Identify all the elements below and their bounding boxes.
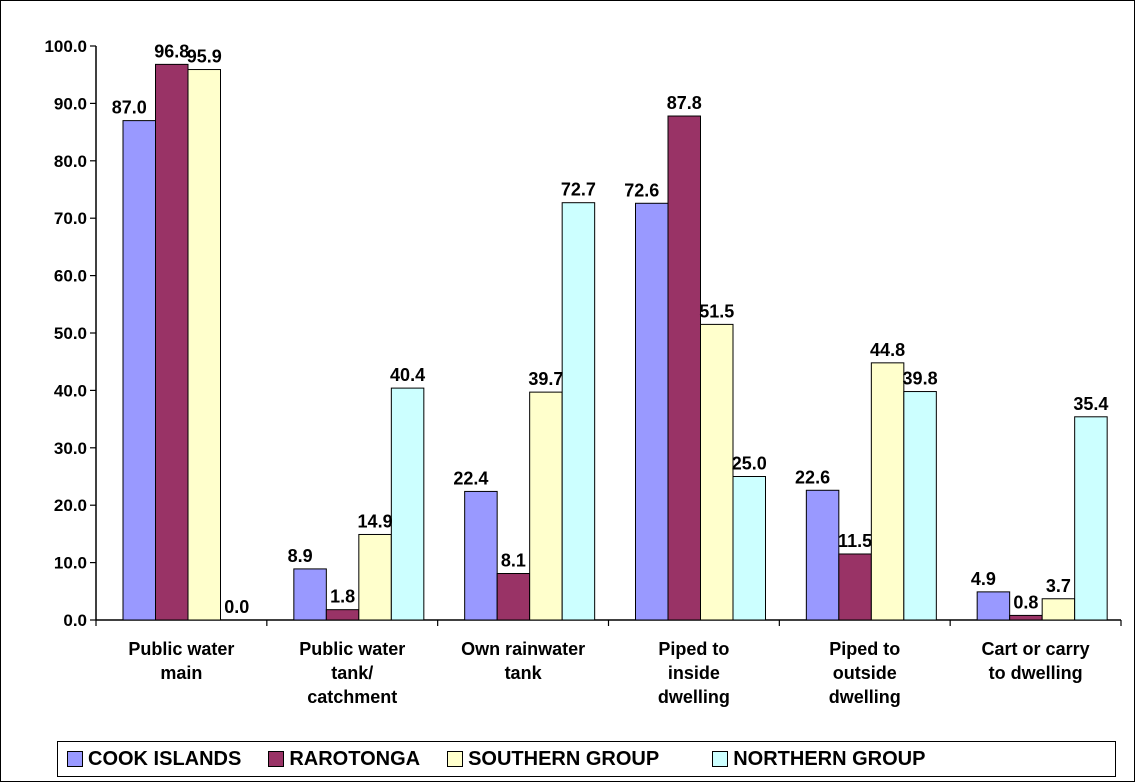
bar bbox=[732, 476, 766, 621]
legend-item: RAROTONGA bbox=[268, 748, 420, 771]
data-label: 35.4 bbox=[1073, 394, 1108, 414]
legend-label: SOUTHERN GROUP bbox=[468, 747, 660, 770]
data-label: 25.0 bbox=[732, 454, 767, 474]
y-tick-label: 20.0 bbox=[54, 496, 87, 515]
data-label: 0.0 bbox=[224, 597, 249, 617]
data-label: 87.0 bbox=[112, 98, 147, 118]
bar bbox=[1009, 614, 1043, 621]
bar bbox=[903, 391, 937, 621]
y-tick-label: 100.0 bbox=[44, 37, 87, 56]
bar-chart: 0.0 10.0 20.0 30.0 40.0 50.0 60.0 70.0 80.0 90.0 1… bbox=[44, 37, 1122, 707]
y-tick-label: 70.0 bbox=[54, 209, 87, 228]
data-label: 51.5 bbox=[699, 301, 734, 321]
bar bbox=[122, 120, 156, 621]
category-label: Public water main bbox=[128, 639, 234, 683]
legend-label: COOK ISLANDS bbox=[88, 747, 242, 770]
legend-label: RAROTONGA bbox=[289, 747, 421, 770]
bar bbox=[293, 568, 327, 621]
legend-swatch bbox=[447, 751, 464, 767]
category-label: Piped to inside dwelling bbox=[658, 639, 730, 707]
bar bbox=[805, 489, 840, 621]
y-tick-label: 30.0 bbox=[54, 439, 87, 458]
legend-label: NORTHERN GROUP bbox=[733, 747, 926, 770]
legend-swatch bbox=[268, 751, 285, 767]
bar bbox=[358, 533, 392, 621]
data-label: 22.4 bbox=[453, 468, 488, 488]
legend-swatch bbox=[67, 751, 83, 767]
legend-item: NORTHERN GROUP bbox=[712, 748, 925, 771]
y-tick-label: 0.0 bbox=[63, 611, 87, 630]
category-label: Public water tank/catchment bbox=[299, 639, 405, 707]
y-tick-label: 60.0 bbox=[54, 267, 87, 286]
axes: 0.0 10.0 20.0 30.0 40.0 50.0 60.0 70.0 80.0 90.0 1… bbox=[44, 37, 1122, 630]
category-label: Piped to outside dwelling bbox=[829, 639, 901, 707]
category-labels: Public water main Public water tank/catchme… bbox=[128, 639, 1089, 707]
bar bbox=[1074, 416, 1108, 621]
data-label: 44.8 bbox=[870, 340, 905, 360]
y-tick-label: 10.0 bbox=[54, 554, 87, 573]
bar bbox=[464, 490, 498, 621]
bar bbox=[838, 553, 872, 621]
bar bbox=[561, 202, 596, 621]
bar bbox=[870, 362, 905, 621]
data-label: 87.8 bbox=[667, 93, 702, 113]
data-label: 11.5 bbox=[838, 531, 872, 551]
data-label: 4.9 bbox=[971, 569, 996, 589]
data-labels: 87.0 8.9 22.4 72.6 22.6 4.9 96.8 1.8 8.1 87.8 11.5… bbox=[112, 41, 1109, 617]
data-label: 40.4 bbox=[390, 365, 425, 385]
bar bbox=[187, 69, 221, 621]
bar bbox=[155, 63, 189, 621]
data-label: 39.8 bbox=[903, 369, 938, 389]
legend-item: COOK ISLANDS bbox=[67, 748, 241, 771]
data-label: 8.1 bbox=[501, 551, 526, 571]
y-tick-label: 50.0 bbox=[54, 324, 87, 343]
data-label: 1.8 bbox=[330, 587, 355, 607]
bar bbox=[1041, 598, 1076, 621]
data-label: 95.9 bbox=[187, 47, 222, 67]
y-tick-label: 80.0 bbox=[54, 152, 87, 171]
data-label: 14.9 bbox=[358, 511, 393, 531]
bar bbox=[635, 202, 669, 621]
category-label: Own rainwater tank bbox=[461, 639, 585, 683]
legend-swatch bbox=[712, 751, 729, 767]
data-label: 96.8 bbox=[154, 41, 189, 61]
bar bbox=[976, 591, 1011, 621]
bars bbox=[122, 63, 1108, 621]
legend-item: SOUTHERN GROUP bbox=[447, 748, 659, 771]
data-label: 0.8 bbox=[1013, 592, 1038, 612]
legend: COOK ISLANDS RAROTONGA SOUTHERN GROUP NORTH… bbox=[57, 741, 1116, 777]
bar bbox=[496, 573, 531, 621]
data-label: 22.6 bbox=[795, 467, 830, 487]
data-label: 3.7 bbox=[1046, 576, 1071, 596]
bar bbox=[529, 391, 563, 621]
y-tick-label: 90.0 bbox=[54, 94, 87, 113]
data-label: 72.7 bbox=[561, 180, 596, 200]
y-tick-label: 40.0 bbox=[54, 381, 87, 400]
data-label: 72.6 bbox=[624, 180, 659, 200]
category-label: Cart or carry to dwelling bbox=[982, 639, 1090, 683]
bar bbox=[390, 387, 425, 621]
bar bbox=[325, 609, 360, 621]
bar bbox=[667, 115, 701, 621]
data-label: 8.9 bbox=[288, 546, 313, 566]
bar bbox=[700, 323, 734, 621]
data-label: 39.7 bbox=[528, 369, 563, 389]
